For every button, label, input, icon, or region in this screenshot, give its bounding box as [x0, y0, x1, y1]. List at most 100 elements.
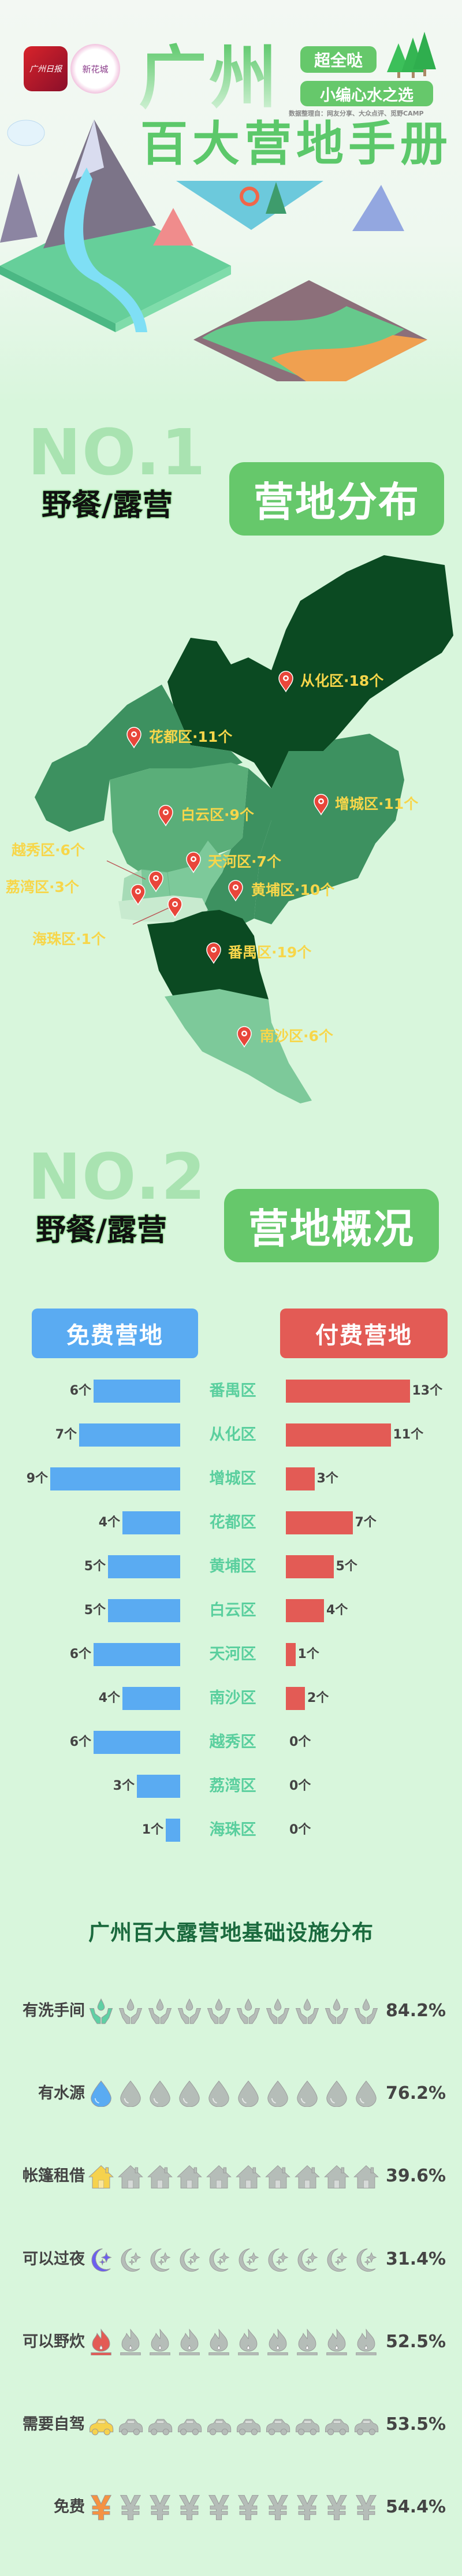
yen-icon: [208, 2495, 229, 2521]
section-subtitle: 野餐/露营: [36, 1213, 167, 1248]
free-value: 5个: [84, 1559, 106, 1574]
district-label: 番禺区·19个: [228, 944, 312, 961]
facility-label: 需要自驾: [23, 2415, 85, 2433]
facility-label: 可以野炊: [23, 2332, 85, 2351]
district-nansha: [165, 989, 312, 1103]
house-icon: [295, 2165, 320, 2189]
house-icon: [177, 2165, 202, 2189]
free-value: 7个: [55, 1428, 77, 1442]
water-drop-icon: [178, 2080, 200, 2107]
moon-stars-icon: [268, 2248, 288, 2272]
yen-icon: [120, 2495, 141, 2521]
guangzhou-daily-logo: 广州日报: [24, 46, 68, 91]
district-name: 南沙区: [209, 1689, 256, 1707]
facility-percent: 53.5%: [386, 2414, 446, 2434]
paid-bar: [286, 1423, 391, 1447]
location-pin-icon: [131, 884, 146, 906]
house-icon: [236, 2165, 261, 2189]
title-line2: 百大营地手册: [140, 117, 453, 172]
house-icon: [206, 2165, 232, 2189]
moon-stars-icon: [297, 2248, 318, 2272]
moon-stars-icon: [327, 2248, 347, 2272]
logo-text: 新花城: [82, 64, 109, 75]
yen-icon: [238, 2495, 259, 2521]
facility-icon-row: [89, 1998, 378, 2024]
paid-value: 11个: [393, 1428, 424, 1442]
fire-icon: [150, 2329, 170, 2355]
location-pin-icon: [148, 871, 163, 893]
facility-label: 帐篷租借: [23, 2167, 85, 2185]
paid-bar: [286, 1643, 296, 1666]
district-label: 越秀区·6个: [12, 842, 85, 858]
water-drop-icon: [208, 2080, 230, 2107]
yen-icon: [150, 2495, 170, 2521]
district-label: 黄埔区·10个: [251, 882, 335, 898]
district-name: 从化区: [209, 1426, 256, 1444]
hand-water-icon: [89, 1998, 113, 2024]
paid-bar: [286, 1380, 410, 1403]
yen-icon: [179, 2495, 200, 2521]
free-bar: [50, 1467, 180, 1490]
moon-stars-icon: [91, 2248, 111, 2272]
moon-stars-icon: [356, 2248, 377, 2272]
yen-icon: [267, 2495, 288, 2521]
paid-value: 7个: [355, 1515, 377, 1530]
district-huangpu: [202, 768, 271, 924]
facility-icon-row: [91, 2329, 377, 2355]
water-drop-icon: [355, 2080, 377, 2107]
paid-bar: [286, 1599, 324, 1622]
car-icon: [177, 2419, 202, 2436]
fire-icon: [297, 2329, 318, 2355]
fire-icon: [208, 2329, 229, 2355]
district-name: 海珠区: [209, 1821, 256, 1839]
free-value: 9个: [26, 1471, 48, 1486]
paid-value: 13个: [412, 1384, 443, 1398]
paid-bar: [286, 1467, 315, 1490]
fire-icon: [267, 2329, 288, 2355]
free-value: 5个: [84, 1603, 106, 1618]
tag-pill: 小编心水之选: [300, 81, 433, 106]
free-bar: [94, 1643, 180, 1666]
fire-icon: [91, 2329, 111, 2355]
car-icon: [207, 2419, 232, 2436]
hand-water-icon: [325, 1998, 349, 2024]
paid-value: 3个: [316, 1471, 338, 1486]
xinhuacheng-logo: 新花城: [70, 44, 120, 94]
paid-bar: [286, 1511, 353, 1534]
facility-icon-row: [89, 2419, 379, 2436]
water-drop-icon: [120, 2080, 141, 2107]
facility-icon-row: [91, 2495, 377, 2521]
district-haizhu: [118, 895, 208, 922]
paid-value: 0个: [289, 1735, 311, 1749]
paid-bar: [286, 1687, 305, 1710]
moon-stars-icon: [180, 2248, 200, 2272]
facility-label: 有水源: [38, 2084, 85, 2103]
location-pin-icon: [126, 727, 141, 749]
water-drop-icon: [326, 2080, 348, 2107]
paid-value: 0个: [289, 1779, 311, 1793]
free-value: 4个: [98, 1691, 120, 1705]
facility-percent: 54.4%: [386, 2497, 446, 2518]
free-bar: [79, 1423, 180, 1447]
section-title: 营地概况: [224, 1189, 439, 1262]
car-icon: [148, 2419, 173, 2436]
house-icon: [324, 2165, 349, 2189]
district-yuexiu: [141, 869, 171, 902]
district-liwan: [121, 869, 143, 907]
car-icon: [236, 2419, 261, 2436]
district-label: 荔湾区·3个: [6, 879, 79, 895]
location-pin-icon: [186, 852, 201, 873]
facility-percent: 76.2%: [386, 2083, 446, 2104]
district-label: 增城区·11个: [335, 796, 419, 812]
hand-water-icon: [354, 1998, 378, 2024]
district-conghua: [167, 555, 453, 789]
fire-icon: [326, 2329, 347, 2355]
district-name: 黄埔区: [209, 1558, 256, 1575]
yen-icon: [326, 2495, 347, 2521]
house-icon: [265, 2165, 290, 2189]
district-name: 番禺区: [209, 1382, 256, 1400]
location-pin-icon: [314, 794, 329, 816]
free-bar: [108, 1599, 180, 1622]
hand-water-icon: [118, 1998, 143, 2024]
moon-stars-icon: [239, 2248, 259, 2272]
